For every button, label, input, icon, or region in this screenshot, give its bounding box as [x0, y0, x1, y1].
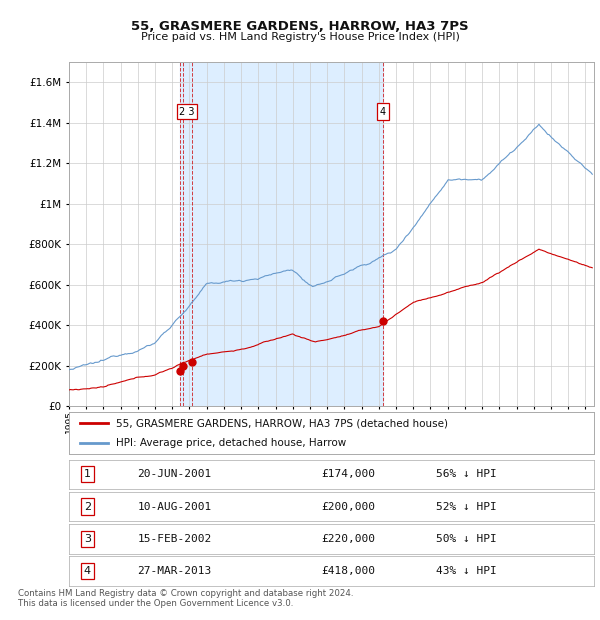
Text: 10-AUG-2001: 10-AUG-2001 [137, 502, 212, 512]
Text: £200,000: £200,000 [321, 502, 375, 512]
Text: HPI: Average price, detached house, Harrow: HPI: Average price, detached house, Harr… [116, 438, 347, 448]
Text: Contains HM Land Registry data © Crown copyright and database right 2024.
This d: Contains HM Land Registry data © Crown c… [18, 589, 353, 608]
Text: 2 3: 2 3 [179, 107, 194, 117]
Text: 50% ↓ HPI: 50% ↓ HPI [437, 534, 497, 544]
Text: 1: 1 [84, 469, 91, 479]
Text: 2: 2 [84, 502, 91, 512]
Text: 4: 4 [84, 566, 91, 576]
Text: 56% ↓ HPI: 56% ↓ HPI [437, 469, 497, 479]
Text: 20-JUN-2001: 20-JUN-2001 [137, 469, 212, 479]
Text: £418,000: £418,000 [321, 566, 375, 576]
Text: 52% ↓ HPI: 52% ↓ HPI [437, 502, 497, 512]
Text: 55, GRASMERE GARDENS, HARROW, HA3 7PS: 55, GRASMERE GARDENS, HARROW, HA3 7PS [131, 20, 469, 33]
Text: 4: 4 [380, 107, 386, 117]
Text: Price paid vs. HM Land Registry's House Price Index (HPI): Price paid vs. HM Land Registry's House … [140, 32, 460, 42]
Text: £220,000: £220,000 [321, 534, 375, 544]
Text: 43% ↓ HPI: 43% ↓ HPI [437, 566, 497, 576]
Text: 15-FEB-2002: 15-FEB-2002 [137, 534, 212, 544]
Text: £174,000: £174,000 [321, 469, 375, 479]
Bar [180, 62, 383, 406]
Text: 27-MAR-2013: 27-MAR-2013 [137, 566, 212, 576]
Text: 55, GRASMERE GARDENS, HARROW, HA3 7PS (detached house): 55, GRASMERE GARDENS, HARROW, HA3 7PS (d… [116, 418, 448, 428]
Text: 3: 3 [84, 534, 91, 544]
